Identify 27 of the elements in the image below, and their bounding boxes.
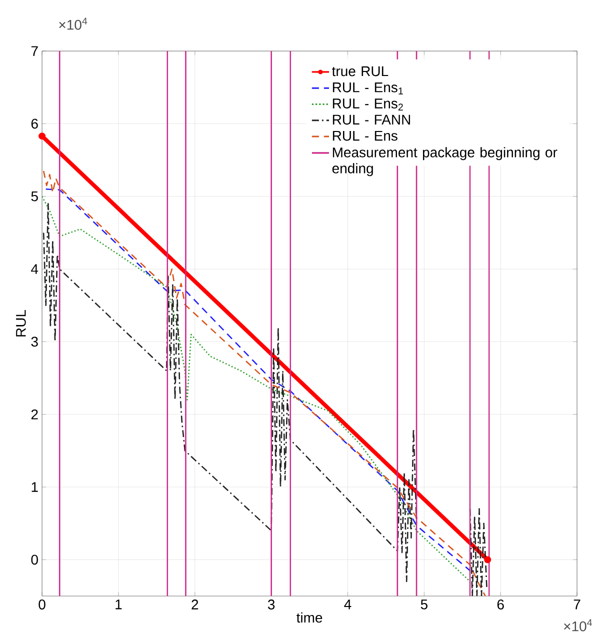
text: ×10$^{4}$	[59, 18, 88, 30]
y-tick-label: 1	[32, 482, 38, 492]
text: ×10$^{4}$	[564, 619, 592, 632]
x-tick-label: 4	[344, 600, 352, 610]
y-tick-label: 7	[31, 46, 38, 56]
legend-label: true RUL	[332, 66, 388, 76]
x-tick-label: 2	[192, 600, 198, 610]
y-tick-label: 2	[31, 409, 38, 420]
y-tick-label: 0	[31, 554, 38, 565]
legend-label: RUL - Ens	[332, 130, 398, 141]
y-tick-label: 6	[31, 118, 38, 129]
x-tick-label: 1	[116, 600, 122, 610]
x-tick-label: 5	[420, 600, 428, 610]
y-tick-label: 5	[31, 191, 38, 202]
x-axis-title: time	[296, 612, 322, 623]
x-tick-label: 7	[574, 600, 580, 610]
x-tick-label: 3	[268, 600, 275, 610]
legend-label: RUL - FANN	[332, 114, 410, 125]
y-axis-title: RUL	[16, 310, 26, 336]
legend-label: RUL - Ens$_{2}$	[332, 98, 403, 110]
y-tick-label: 4	[31, 264, 38, 274]
legend-label: Measurement package beginning or ending	[332, 147, 558, 176]
line-series	[469, 508, 488, 596]
x-tick-label: 0	[38, 600, 46, 610]
y-tick-label: 3	[31, 336, 38, 347]
x-tick-label: 6	[497, 600, 504, 610]
legend-label: RUL - Ens$_{1}$	[332, 82, 403, 94]
